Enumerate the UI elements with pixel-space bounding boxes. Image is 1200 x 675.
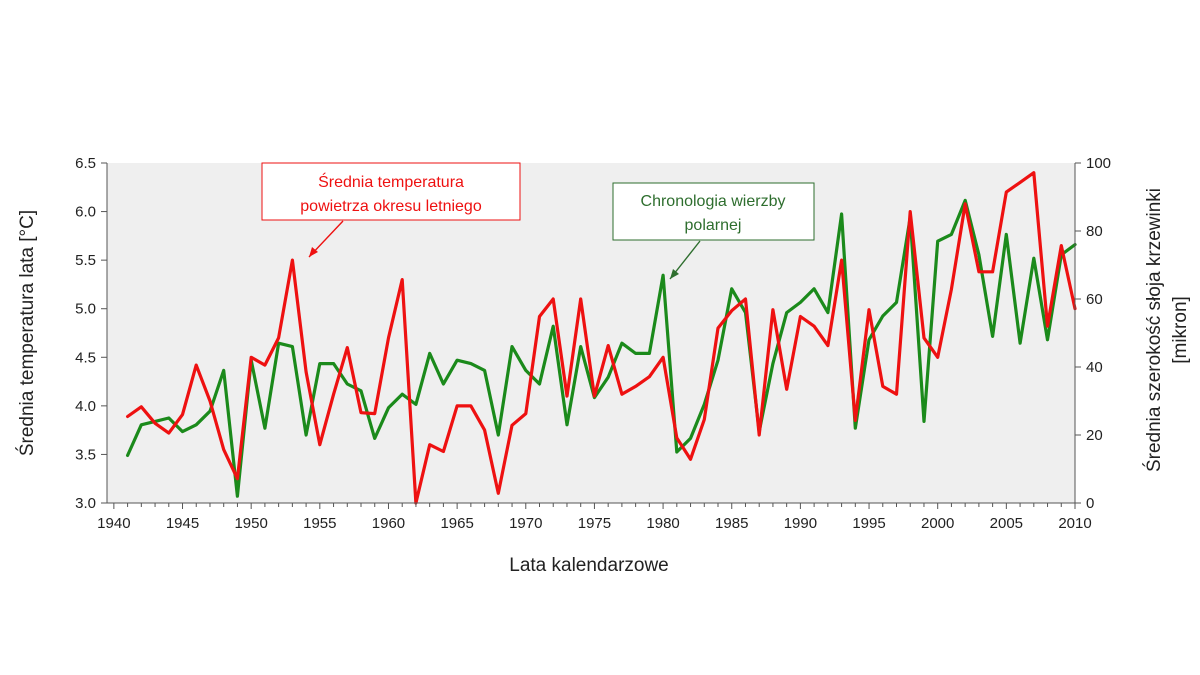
x-tick-label: 1945 bbox=[166, 515, 199, 532]
series-line-willow-chronology bbox=[125, 198, 1077, 498]
axes-layer: 1940 1945 1950 1955 1960 1965 1970 1975 1980 1985… bbox=[75, 155, 1111, 532]
y-right-axis-title-line1: Średnia szerokość słoja krzewinki bbox=[1143, 188, 1165, 472]
y-right-tick-label: 60 bbox=[1086, 291, 1103, 308]
willow-callout-line1: Chronologia wierzby bbox=[641, 193, 786, 210]
x-tick-label: 1980 bbox=[646, 515, 679, 532]
temperature-callout-line1: Średnia temperatura bbox=[318, 172, 464, 191]
series-layer bbox=[125, 171, 1077, 505]
temperature-callout-arrowhead bbox=[309, 247, 318, 257]
x-tick-label: 2000 bbox=[921, 515, 954, 532]
y-right-tick-label: 40 bbox=[1086, 359, 1103, 376]
y-right-tick-label: 20 bbox=[1086, 427, 1103, 444]
x-tick-label: 2010 bbox=[1058, 515, 1091, 532]
willow-callout: Chronologia wierzby polarnej bbox=[612, 182, 815, 280]
y-left-tick-label: 5.5 bbox=[75, 252, 96, 269]
x-tick-label: 1970 bbox=[509, 515, 542, 532]
y-left-tick-label: 4.5 bbox=[75, 349, 96, 366]
x-tick-label: 1975 bbox=[578, 515, 611, 532]
willow-callout-arrowhead bbox=[670, 269, 679, 279]
temperature-callout-box bbox=[261, 162, 521, 221]
y-right-axis-title-line2: [mikron] bbox=[1170, 296, 1191, 364]
series-line-temperature bbox=[125, 171, 1077, 505]
x-tick-label: 1950 bbox=[234, 515, 267, 532]
x-tick-label: 1985 bbox=[715, 515, 748, 532]
y-left-tick-label: 3.5 bbox=[75, 446, 96, 463]
x-tick-label: 1960 bbox=[372, 515, 405, 532]
y-left-tick-label: 5.0 bbox=[75, 301, 96, 318]
y-right-tick-label: 0 bbox=[1086, 495, 1094, 512]
y-left-tick-label: 4.0 bbox=[75, 398, 96, 415]
x-tick-label: 1965 bbox=[440, 515, 473, 532]
x-tick-label: 1995 bbox=[852, 515, 885, 532]
y-right-tick-label: 100 bbox=[1086, 155, 1111, 172]
y-right-tick-label: 80 bbox=[1086, 223, 1103, 240]
y-left-tick-label: 6.0 bbox=[75, 204, 96, 221]
willow-callout-line2: polarnej bbox=[685, 217, 742, 234]
y-left-tick-label: 3.0 bbox=[75, 495, 96, 512]
y-left-tick-label: 6.5 bbox=[75, 155, 96, 172]
temperature-callout: Średnia temperatura powietrza okresu let… bbox=[261, 162, 521, 258]
x-tick-label: 1955 bbox=[303, 515, 336, 532]
x-axis-title: Lata kalendarzowe bbox=[509, 555, 669, 576]
y-left-axis-title: Średnia temperatura lata [°C] bbox=[16, 210, 38, 456]
temperature-callout-line2: powietrza okresu letniego bbox=[300, 198, 482, 215]
x-tick-label: 2005 bbox=[990, 515, 1023, 532]
x-tick-label: 1940 bbox=[97, 515, 130, 532]
x-tick-label: 1990 bbox=[784, 515, 817, 532]
willow-callout-box bbox=[612, 182, 815, 241]
